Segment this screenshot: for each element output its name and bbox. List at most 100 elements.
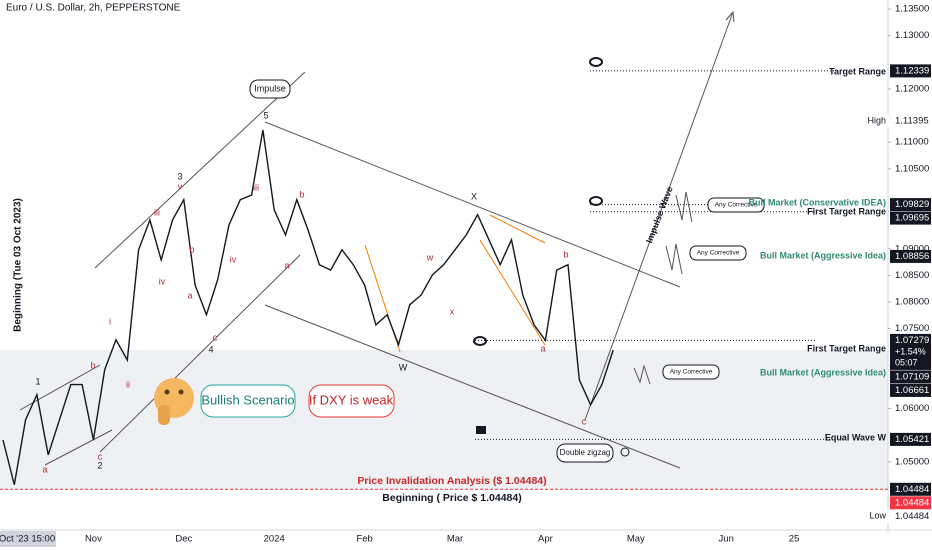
price-label: 1.05421: [895, 434, 929, 445]
level-label: Bull Market (Aggressive Idea): [760, 250, 886, 260]
x-tick-label: Oct '23 15:00: [0, 534, 55, 545]
wave-label: a: [540, 343, 545, 353]
price-label-box: [890, 509, 931, 523]
price-label-box: [890, 370, 931, 384]
wave-label: c: [582, 416, 587, 426]
y-tick-label: 1.13500: [895, 4, 929, 15]
price-label: 1.07279: [895, 335, 929, 346]
wave-label: iii: [253, 182, 259, 192]
price-tag: Low: [869, 511, 886, 521]
corrective-label: Any Corrective: [715, 202, 758, 209]
wave-label: 5: [263, 110, 268, 120]
orange-line: [489, 214, 546, 244]
wave-label: v: [178, 181, 183, 191]
channel-line: [264, 304, 681, 469]
annotation: Beginning (Tue 03 Oct 2023): [13, 198, 24, 332]
price-label-box: [890, 64, 931, 78]
chart-title: Euro / U.S. Dollar, 2h, PEPPERSTONE: [6, 3, 181, 14]
impulse-arrow: [584, 11, 734, 421]
price-label-box: [890, 482, 931, 496]
annotation: Bullish Scenario: [201, 392, 294, 407]
channel-line: [99, 254, 301, 453]
wave-label: b: [299, 189, 304, 199]
level-label: Bull Market (Aggressive Idea): [760, 367, 886, 377]
eye-icon: [473, 336, 487, 346]
price-label: 1.07109: [895, 371, 929, 382]
dxy-box: [308, 384, 395, 418]
x-tick-label: Dec: [175, 534, 192, 545]
x-tick-label: Mar: [447, 534, 463, 545]
annotation: Impulse: [254, 83, 286, 93]
impulse-box: [249, 79, 291, 99]
level-label: First Target Range: [807, 343, 886, 353]
flag-icon: [476, 426, 486, 434]
wave-label: 1: [35, 376, 40, 386]
x-tick-label: May: [627, 534, 645, 545]
arrow-head: [725, 10, 735, 23]
zigzag-mark: [665, 243, 683, 275]
x-tick-label: Feb: [356, 534, 372, 545]
channel-line: [44, 429, 113, 466]
price-label-box: [890, 198, 931, 212]
countdown: 05:07: [895, 357, 918, 367]
annotation: Price Invalidation Analysis ($ 1.04484): [357, 475, 546, 487]
price-label: 1.08856: [895, 251, 929, 262]
wave-label: iii: [154, 207, 160, 217]
wave-label: b: [563, 249, 568, 259]
wave-label: w: [426, 252, 434, 262]
y-tick-label: 1.13000: [895, 30, 929, 41]
hand: [158, 405, 170, 425]
orange-line: [479, 239, 546, 346]
wave-label: 3: [177, 171, 182, 181]
wave-label: a: [187, 290, 192, 300]
wave-label: a: [284, 260, 289, 270]
y-tick-label: 1.11000: [895, 137, 929, 148]
x-tick-label: Nov: [85, 534, 102, 545]
wave-label: ii: [126, 379, 130, 389]
wave-label: b: [189, 244, 194, 254]
wave-label: i: [109, 316, 111, 326]
y-tick-label: 1.05000: [895, 456, 929, 467]
price-change: +1.54%: [895, 346, 926, 356]
x-tick-label: Apr: [538, 534, 553, 545]
eye: [178, 389, 184, 395]
annotation: Beginning ( Price $ 1.04484): [382, 492, 521, 504]
price-tag: High: [867, 116, 886, 126]
price-label: 1.04484: [895, 484, 929, 495]
price-label: 1.06661: [895, 385, 929, 396]
wave-label: a: [42, 464, 47, 474]
y-tick-label: 1.12000: [895, 83, 929, 94]
price-label-box: [890, 432, 931, 446]
x-tick-label: Jun: [719, 534, 734, 545]
wave-label: iv: [159, 276, 166, 286]
wave-label: c: [213, 332, 218, 342]
x-tick-label: 25: [789, 534, 800, 545]
price-line: [2, 129, 614, 485]
level-label: Bull Market (Conservative IDEA): [748, 197, 886, 207]
eye-icon: [589, 57, 603, 67]
tag-box: [866, 509, 889, 523]
corrective-box: [662, 364, 720, 380]
bullish-box: [200, 384, 296, 418]
price-label: 1.09829: [895, 199, 929, 210]
price-label: 1.11395: [895, 116, 929, 127]
wave-label: x: [450, 306, 455, 316]
icons: [473, 57, 630, 457]
wave-label: iv: [230, 254, 237, 264]
wave-label: b: [90, 360, 95, 370]
zigzag-mark: [675, 191, 693, 223]
annotation: If DXY is weak: [309, 392, 394, 407]
channel-line: [94, 71, 306, 269]
wave-label: W: [399, 362, 408, 372]
zigzag-mark: [633, 364, 651, 385]
price-label-box: [890, 249, 931, 263]
price-label-box: [890, 333, 931, 370]
price-label-box: [890, 383, 931, 397]
bulb-icon: [620, 447, 630, 457]
price-label: 1.09695: [895, 213, 929, 224]
level-label: First Target Range: [807, 206, 886, 216]
wave-label: c: [98, 451, 103, 461]
x-tick-label: 2024: [264, 534, 285, 545]
price-label-box: [890, 211, 931, 225]
emoji: [154, 378, 194, 425]
